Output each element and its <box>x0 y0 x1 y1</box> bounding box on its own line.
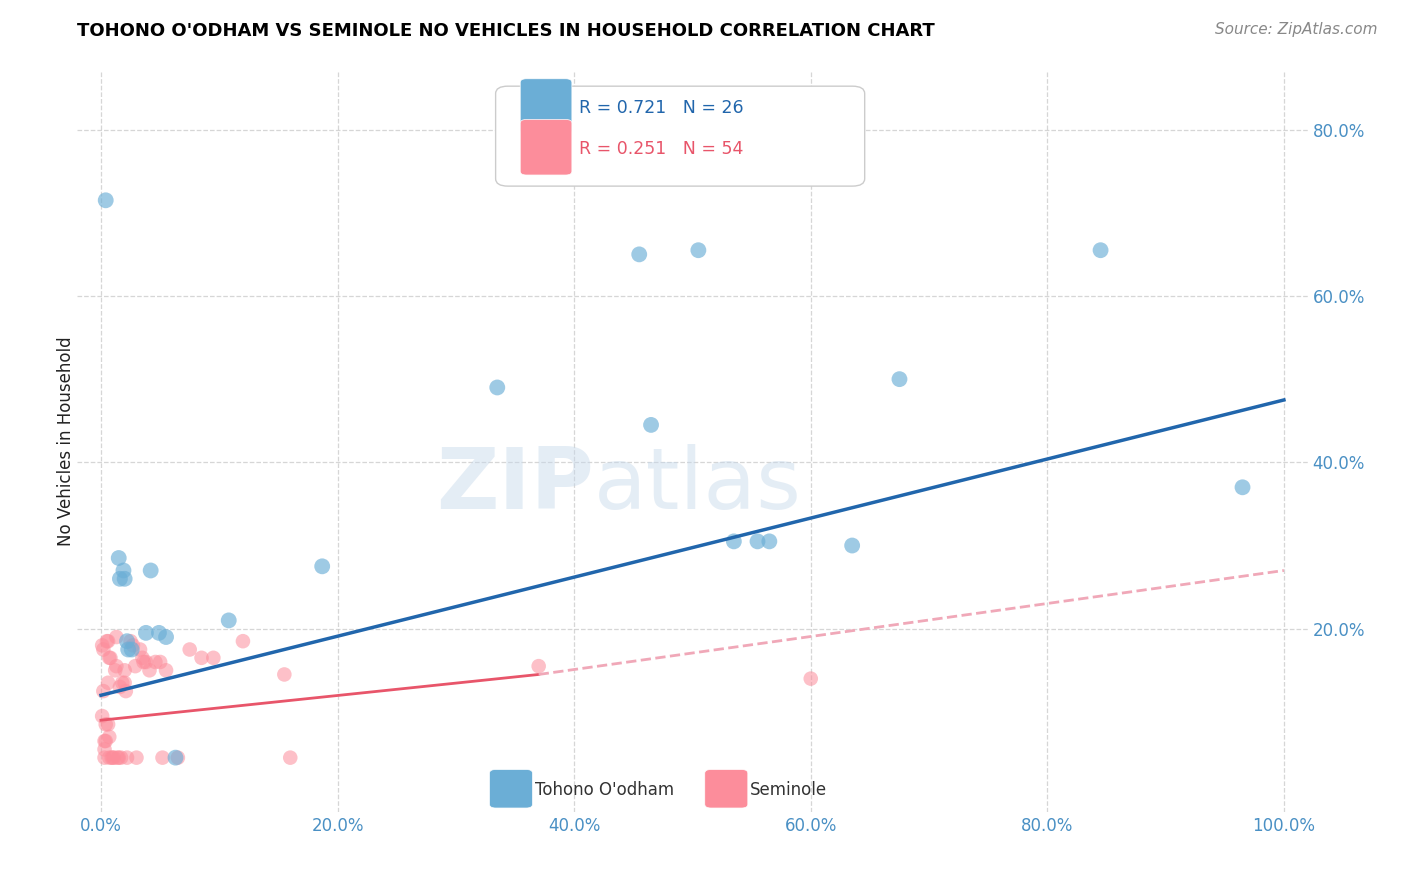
Point <box>91 638 114 652</box>
Text: Seminole: Seminole <box>751 780 827 798</box>
Text: atlas: atlas <box>595 444 801 527</box>
Point <box>97 675 120 690</box>
Point <box>97 634 120 648</box>
Point <box>98 750 121 764</box>
Point <box>91 709 114 723</box>
FancyBboxPatch shape <box>489 770 533 808</box>
FancyBboxPatch shape <box>496 87 865 186</box>
Point <box>278 750 301 764</box>
Point <box>93 742 115 756</box>
Point <box>758 534 780 549</box>
Point <box>94 717 117 731</box>
Point <box>100 750 122 764</box>
Point <box>628 247 651 261</box>
Point <box>135 625 157 640</box>
Point <box>202 650 225 665</box>
Point <box>115 634 138 648</box>
Point <box>155 663 177 677</box>
Point <box>132 655 155 669</box>
Point <box>148 625 170 640</box>
Point <box>105 630 128 644</box>
Point <box>107 551 129 566</box>
Point <box>131 650 153 665</box>
Point <box>135 655 157 669</box>
Point <box>94 194 117 208</box>
Point <box>723 534 745 549</box>
Point <box>155 630 177 644</box>
Text: R = 0.251   N = 54: R = 0.251 N = 54 <box>579 140 744 158</box>
Point <box>114 675 136 690</box>
Point <box>105 659 128 673</box>
Point <box>138 663 160 677</box>
Text: R = 0.721   N = 26: R = 0.721 N = 26 <box>579 99 744 118</box>
Point <box>145 655 167 669</box>
Point <box>139 564 162 578</box>
Point <box>273 667 295 681</box>
FancyBboxPatch shape <box>704 770 748 808</box>
Point <box>688 244 710 258</box>
Point <box>101 750 124 764</box>
Point <box>107 750 129 764</box>
Point <box>486 380 509 394</box>
Point <box>98 650 121 665</box>
Text: Source: ZipAtlas.com: Source: ZipAtlas.com <box>1215 22 1378 37</box>
Point <box>111 675 134 690</box>
Point <box>115 750 138 764</box>
Point <box>112 564 135 578</box>
Y-axis label: No Vehicles in Household: No Vehicles in Household <box>58 336 75 547</box>
Text: ZIP: ZIP <box>436 444 595 527</box>
Point <box>129 642 152 657</box>
Point <box>97 717 120 731</box>
Point <box>124 659 146 673</box>
Point <box>114 663 136 677</box>
Point <box>125 750 148 764</box>
Point <box>93 750 115 764</box>
Point <box>110 750 132 764</box>
FancyBboxPatch shape <box>520 120 572 175</box>
Point <box>93 684 115 698</box>
Point <box>117 642 139 657</box>
Point <box>96 634 118 648</box>
Text: Tohono O'odham: Tohono O'odham <box>536 780 673 798</box>
Point <box>179 642 201 657</box>
Point <box>527 659 550 673</box>
Point <box>165 750 187 764</box>
Point <box>889 372 911 386</box>
Point <box>1090 244 1112 258</box>
Point <box>800 672 823 686</box>
Point <box>232 634 254 648</box>
Point <box>747 534 769 549</box>
Point <box>107 750 129 764</box>
Point <box>114 572 136 586</box>
Point <box>93 642 115 657</box>
Point <box>114 684 136 698</box>
Point <box>149 655 172 669</box>
Point <box>121 642 143 657</box>
Point <box>100 650 122 665</box>
Point <box>311 559 333 574</box>
Point <box>93 734 115 748</box>
Point <box>94 734 117 748</box>
Text: TOHONO O'ODHAM VS SEMINOLE NO VEHICLES IN HOUSEHOLD CORRELATION CHART: TOHONO O'ODHAM VS SEMINOLE NO VEHICLES I… <box>77 22 935 40</box>
Point <box>1232 480 1254 494</box>
Point <box>120 634 142 648</box>
Point <box>152 750 174 764</box>
Point <box>218 614 240 628</box>
Point <box>103 750 125 764</box>
Point <box>190 650 212 665</box>
Point <box>108 680 131 694</box>
Point <box>122 638 145 652</box>
Point <box>104 663 127 677</box>
FancyBboxPatch shape <box>520 78 572 135</box>
Point <box>108 572 131 586</box>
Point <box>640 417 662 432</box>
Point <box>167 750 190 764</box>
Point <box>841 539 863 553</box>
Point <box>98 730 121 744</box>
